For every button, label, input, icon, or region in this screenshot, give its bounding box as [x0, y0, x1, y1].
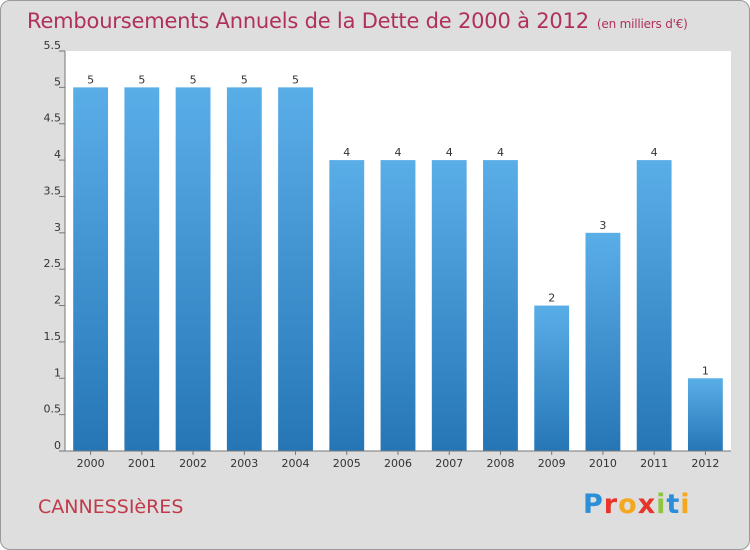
y-tick-label: 2 [54, 294, 61, 307]
bar [73, 87, 109, 451]
data-label: 4 [395, 146, 402, 159]
y-tick-label: 0.5 [44, 403, 62, 416]
logo-letter: P [583, 489, 604, 520]
bar [534, 305, 570, 451]
x-tick-label: 2009 [538, 457, 566, 470]
data-label: 5 [87, 73, 94, 86]
logo-letter: t [666, 489, 681, 520]
x-tick-label: 2001 [128, 457, 156, 470]
data-label: 4 [651, 146, 658, 159]
bar [175, 87, 211, 451]
x-tick-label: 2005 [333, 457, 361, 470]
x-tick-label: 2011 [640, 457, 668, 470]
data-label: 2 [548, 292, 555, 305]
bar [636, 160, 672, 451]
x-tick-label: 2010 [589, 457, 617, 470]
data-label: 1 [702, 364, 709, 377]
logo-letter: x [637, 489, 657, 520]
x-tick-label: 2003 [230, 457, 258, 470]
data-label: 5 [292, 73, 299, 86]
x-tick-label: 2008 [486, 457, 514, 470]
y-tick-label: 5.5 [44, 39, 62, 52]
x-tick-label: 2000 [77, 457, 105, 470]
y-tick-label: 1 [54, 366, 61, 379]
bar [380, 160, 416, 451]
bar [329, 160, 365, 451]
bar [687, 378, 723, 451]
chart-title: Remboursements Annuels de la Dette de 20… [27, 9, 688, 33]
data-label: 5 [138, 73, 145, 86]
x-tick-label: 2006 [384, 457, 412, 470]
y-tick-label: 4.5 [44, 112, 62, 125]
x-tick-label: 2004 [282, 457, 310, 470]
y-tick-label: 0 [54, 439, 61, 452]
data-label: 4 [446, 146, 453, 159]
commune-name: CANNESSIèRES [38, 496, 184, 518]
y-tick-label: 2.5 [44, 257, 62, 270]
y-tick-label: 1.5 [44, 330, 62, 343]
data-label: 4 [497, 146, 504, 159]
chart-title-text: Remboursements Annuels de la Dette de 20… [27, 9, 589, 33]
data-label: 4 [343, 146, 350, 159]
logo-letter: i [656, 489, 667, 520]
y-tick-label: 3.5 [44, 184, 62, 197]
logo-letter: o [618, 489, 638, 520]
data-label: 3 [599, 219, 606, 232]
logo-letter: i [680, 489, 691, 520]
bar [124, 87, 160, 451]
x-tick-label: 2002 [179, 457, 207, 470]
chart-unit: (en milliers d'€) [596, 17, 688, 31]
bar [483, 160, 518, 451]
bar [278, 87, 313, 451]
bar [226, 87, 262, 451]
x-tick-label: 2007 [435, 457, 463, 470]
y-tick-label: 3 [54, 221, 61, 234]
data-label: 5 [190, 73, 197, 86]
y-tick-label: 4 [54, 148, 61, 161]
y-tick-label: 5 [54, 75, 61, 88]
logo-letter: r [603, 489, 619, 520]
bar [431, 160, 467, 451]
proxiti-logo: Proxiti [583, 489, 691, 520]
x-tick-label: 2012 [691, 457, 719, 470]
data-label: 5 [241, 73, 248, 86]
bar [585, 232, 621, 451]
